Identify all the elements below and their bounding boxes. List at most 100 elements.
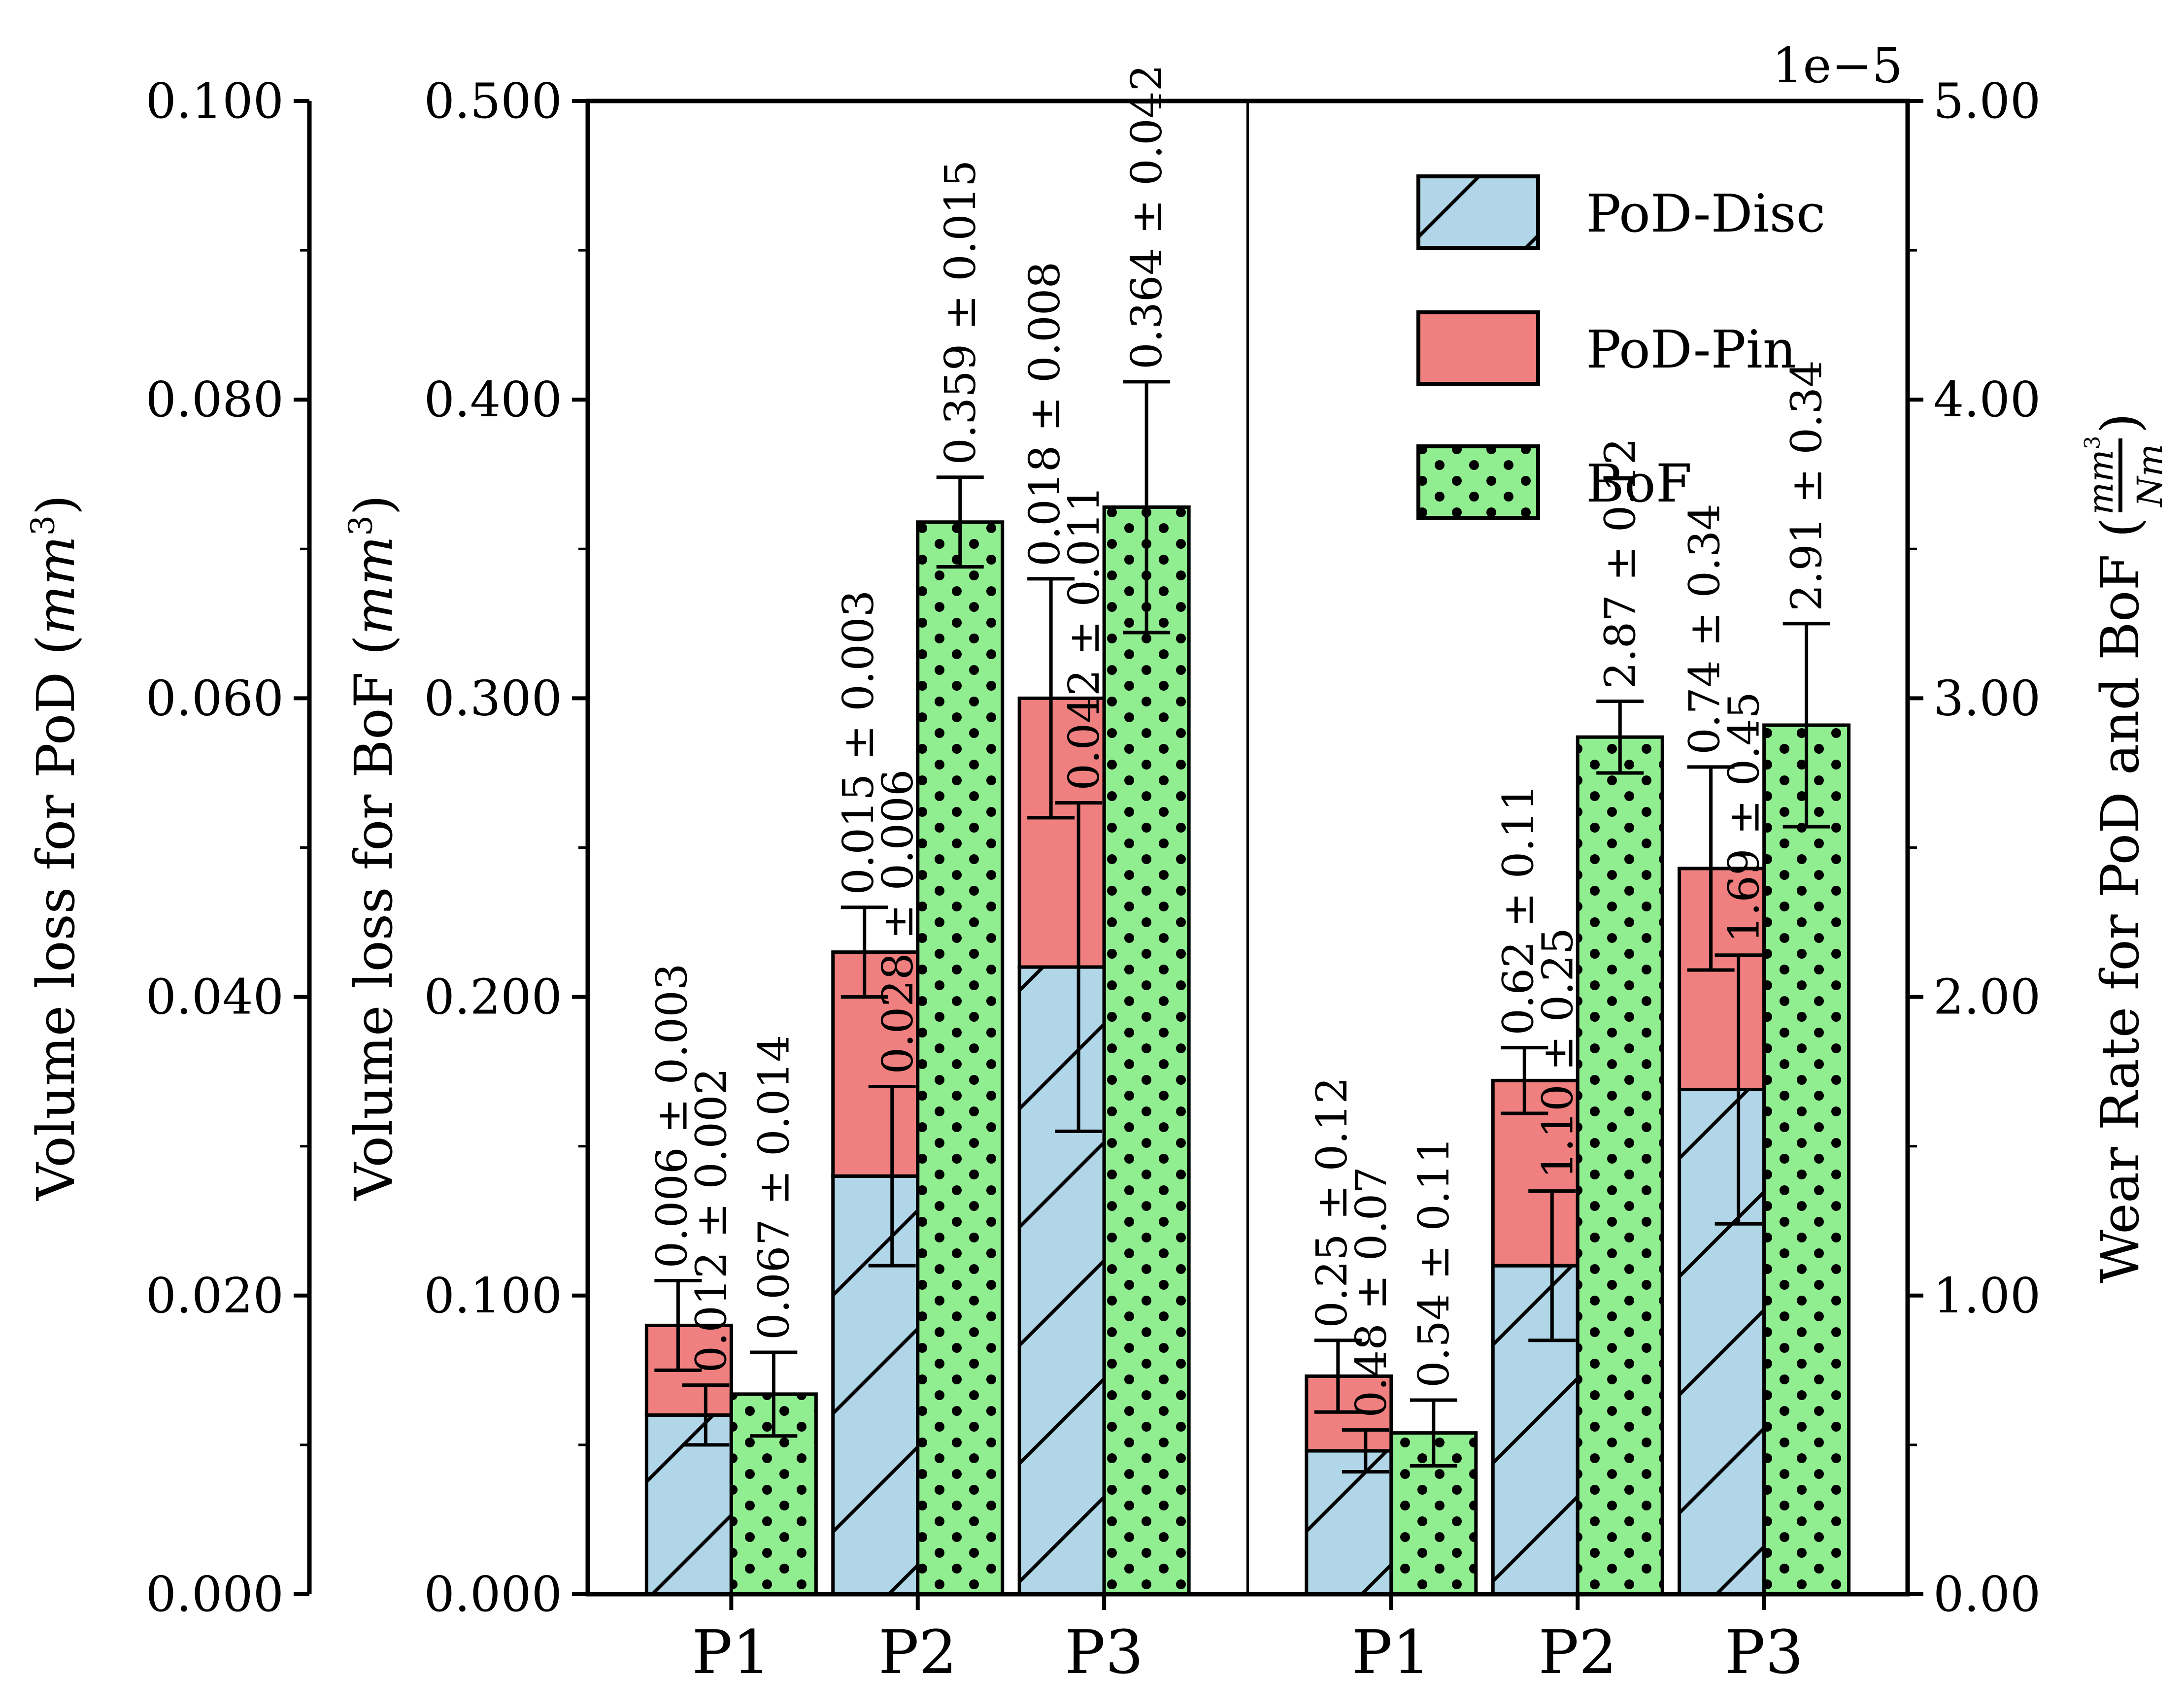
legend: PoD-Disc PoD-Pin BoF — [1416, 174, 1825, 520]
errorbar-wear-rate-P3-bof — [1782, 622, 1830, 829]
bar-wear-rate-P2-bof — [1576, 735, 1664, 1596]
annotation-volume-loss-P2-pod-pin: 0.015 ± 0.003 — [834, 590, 883, 895]
annotation-wear-rate-P2-pod-pin: 0.62 ± 0.11 — [1494, 784, 1543, 1036]
errorbar-volume-loss-P1-pod-pin — [654, 1278, 702, 1372]
legend-item-pod-pin: PoD-Pin — [1416, 310, 1796, 386]
annotation-volume-loss-P1-pod-pin: 0.006 ± 0.003 — [647, 963, 697, 1268]
bof-axis-tick-label: 0.200 — [424, 970, 562, 1026]
errorbar-volume-loss-P2-pod-disc — [868, 1084, 916, 1268]
bar-wear-rate-P2-pod-disc — [1491, 1264, 1579, 1596]
annotation-wear-rate-P2-bof: 2.87 ± 0.12 — [1596, 438, 1645, 689]
bar-group-wear-rate-P1: 0.25 ± 0.120.48 ± 0.07 0.54 ± 0.11 — [1305, 1077, 1478, 1596]
legend-item-bof: BoF — [1416, 444, 1692, 520]
legend-swatch-PoD-Disc — [1416, 174, 1540, 250]
annotation-wear-rate-P3-bof: 2.91 ± 0.34 — [1782, 360, 1832, 611]
pod-axis: 0.000 0.020 0.040 0.060 0.080 0.100 — [145, 73, 309, 1623]
bar-volume-loss-P2-pod-pin — [831, 950, 920, 1178]
x-tick-label-wear-rate-P3: P3 — [1725, 1617, 1804, 1687]
wear-axis-tick-label: 3.00 — [1933, 670, 2041, 727]
wear-axis-title: Wear Rate for PoD and BoF (mm3​Nm) — [2080, 413, 2170, 1283]
wear-axis: 0.00 1.00 2.00 3.00 4.00 5.00 — [1908, 73, 2041, 1623]
bof-axis: 0.000 0.100 0.200 0.300 0.400 0.500 — [424, 73, 588, 1623]
bar-wear-rate-P1-pod-pin — [1305, 1374, 1393, 1453]
bar-wear-rate-P1-pod-disc — [1305, 1449, 1393, 1596]
pod-axis-tick-label: 0.000 — [145, 1567, 284, 1623]
wear-axis-tick-label: 5.00 — [1933, 73, 2041, 130]
legend-item-pod-disc: PoD-Disc — [1416, 174, 1825, 250]
bar-wear-rate-P3-bof — [1762, 723, 1851, 1596]
annotation-volume-loss-P2-bof: 0.359 ± 0.015 — [936, 160, 985, 465]
bof-axis-title: Volume loss for BoF (mm3​) — [342, 495, 404, 1202]
wear-axis-frac-numerator: mm3​ — [2080, 436, 2121, 515]
annotation-wear-rate-P1-bof: 0.54 ± 0.11 — [1410, 1137, 1459, 1388]
annotation-volume-loss-P3-bof: 0.364 ± 0.042 — [1122, 65, 1172, 369]
bar-group-wear-rate-P2: 0.62 ± 0.111.10 ± 0.25 2.87 ± 0.12 — [1491, 438, 1664, 1596]
axis-offset-label: 1e−5 — [1772, 38, 1903, 94]
errorbar-wear-rate-P1-bof — [1410, 1398, 1457, 1468]
pod-axis-tick-label: 0.080 — [145, 372, 284, 428]
x-axis: P1 P2 P3 P1 P2 P3 — [692, 1594, 1804, 1687]
pod-axis-tick-label: 0.060 — [145, 670, 284, 727]
annotation-wear-rate-P3-pod-disc: 1.69 ± 0.45 — [1720, 692, 1769, 943]
x-tick-label-wear-rate-P1: P1 — [1352, 1617, 1431, 1687]
wear-axis-title-text: Wear Rate for PoD and BoF ( — [2090, 517, 2150, 1283]
errorbar-wear-rate-P1-pod-disc — [1342, 1428, 1389, 1474]
bar-volume-loss-P2-pod-disc — [831, 1174, 920, 1596]
wear-axis-tick-label: 4.00 — [1933, 372, 2041, 428]
errorbar-volume-loss-P3-pod-pin — [1027, 577, 1075, 820]
legend-swatch-PoD-Pin — [1416, 310, 1540, 386]
x-tick-label-volume-loss-P2: P2 — [878, 1617, 957, 1687]
errorbar-wear-rate-P2-bof — [1596, 699, 1644, 775]
errorbar-wear-rate-P1-pod-pin — [1314, 1339, 1362, 1414]
bof-axis-tick-label: 0.100 — [424, 1268, 562, 1324]
bar-wear-rate-P3-pod-disc — [1678, 1088, 1766, 1596]
errorbar-volume-loss-P2-pod-pin — [840, 905, 888, 999]
x-tick-label-wear-rate-P2: P2 — [1538, 1617, 1617, 1687]
wear-axis-tick-label: 0.00 — [1933, 1567, 2041, 1623]
errorbar-wear-rate-P3-pod-disc — [1714, 953, 1762, 1226]
annotation-wear-rate-P1-pod-pin: 0.25 ± 0.12 — [1308, 1077, 1357, 1328]
annotation-volume-loss-P1-pod-disc: 0.012 ± 0.002 — [687, 1068, 736, 1373]
pod-axis-tick-label: 0.040 — [145, 970, 284, 1026]
bar-volume-loss-P3-pod-disc — [1017, 965, 1106, 1596]
legend-label-PoD-Disc: PoD-Disc — [1586, 183, 1825, 244]
annotation-volume-loss-P1-bof: 0.067 ± 0.014 — [749, 1035, 799, 1340]
errorbar-wear-rate-P2-pod-pin — [1501, 1046, 1548, 1115]
bof-axis-tick-label: 0.300 — [424, 670, 562, 727]
bof-axis-tick-label: 0.500 — [424, 73, 562, 130]
pod-axis-tick-label: 0.020 — [145, 1268, 284, 1324]
bar-volume-loss-P2-bof — [916, 520, 1005, 1596]
legend-label-BoF: BoF — [1586, 453, 1692, 514]
x-tick-label-volume-loss-P1: P1 — [692, 1617, 771, 1687]
bar-volume-loss-P3-pod-pin — [1017, 696, 1106, 969]
wear-axis-tick-label: 1.00 — [1933, 1268, 2041, 1324]
bar-wear-rate-P3-pod-pin — [1678, 867, 1766, 1092]
annotation-volume-loss-P3-pod-pin: 0.018 ± 0.008 — [1020, 262, 1070, 567]
errorbar-volume-loss-P2-bof — [936, 475, 984, 569]
annotation-volume-loss-P2-pod-disc: 0.028 ± 0.006 — [874, 769, 923, 1074]
errorbar-volume-loss-P3-pod-disc — [1055, 801, 1103, 1133]
errorbar-volume-loss-P3-bof — [1123, 380, 1171, 635]
bof-axis-tick-label: 0.400 — [424, 372, 562, 428]
legend-label-PoD-Pin: PoD-Pin — [1586, 319, 1796, 380]
pod-axis-title: Volume loss for PoD (mm3​) — [25, 495, 86, 1201]
wear-axis-title-suffix: ) — [2090, 413, 2150, 433]
annotation-volume-loss-P3-pod-disc: 0.042 ± 0.011 — [1060, 485, 1109, 790]
wear-axis-frac-bar — [2118, 438, 2122, 512]
annotation-wear-rate-P2-pod-disc: 1.10 ± 0.25 — [1533, 928, 1582, 1179]
wear-axis-frac-denominator: Nm — [2130, 444, 2170, 508]
errorbar-wear-rate-P2-pod-disc — [1528, 1189, 1576, 1342]
bar-volume-loss-P3-bof — [1102, 505, 1191, 1596]
errorbar-wear-rate-P3-pod-pin — [1687, 765, 1735, 972]
legend-swatch-BoF — [1416, 444, 1540, 520]
bof-axis-tick-label: 0.000 — [424, 1567, 562, 1623]
x-tick-label-volume-loss-P3: P3 — [1065, 1617, 1143, 1687]
annotation-wear-rate-P3-pod-pin: 0.74 ± 0.34 — [1680, 503, 1730, 755]
errorbar-volume-loss-P1-bof — [750, 1350, 798, 1438]
bar-volume-loss-P1-pod-disc — [644, 1413, 733, 1596]
